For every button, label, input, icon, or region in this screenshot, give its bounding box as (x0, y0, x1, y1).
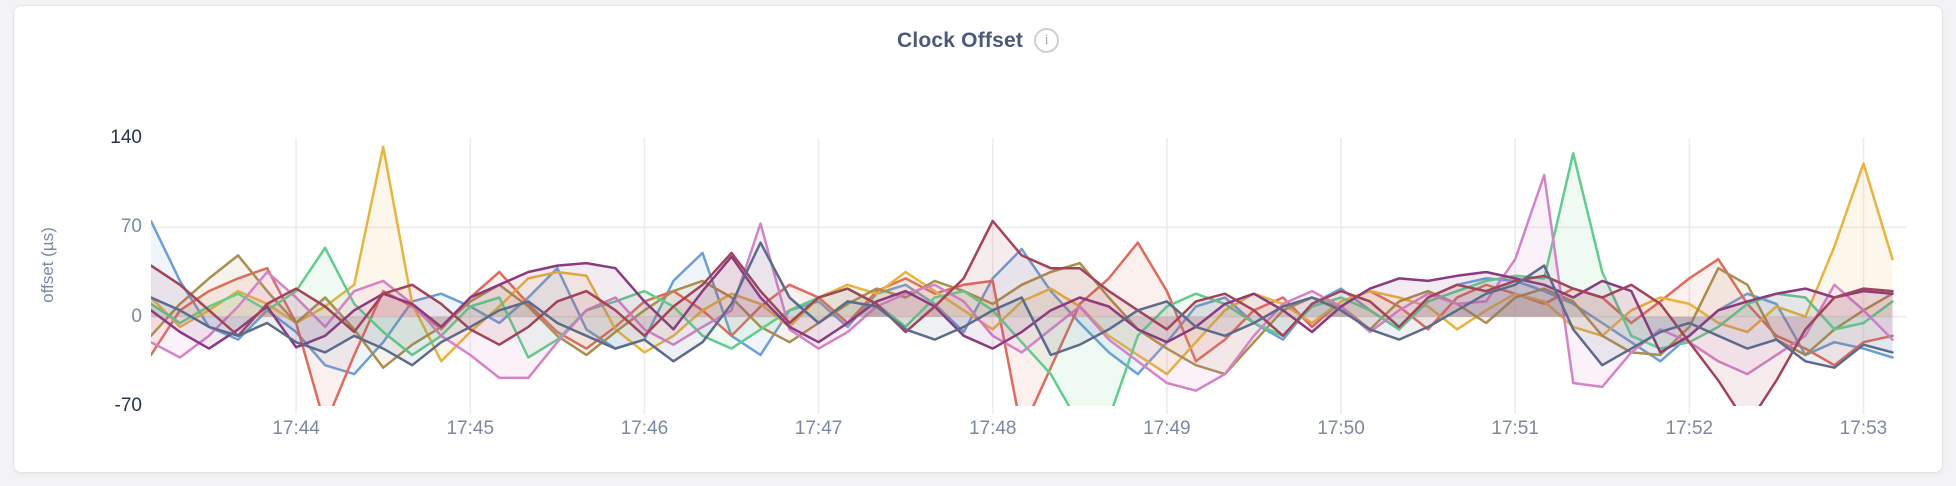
chart-title: Clock Offset (896, 28, 1024, 52)
chart-header: Clock Offset i (14, 28, 1942, 53)
x-tick-label: 17:44 (272, 418, 320, 439)
series-4-area (151, 255, 1893, 375)
plot-area[interactable] (151, 138, 1907, 414)
x-tick-label: 17:49 (1143, 418, 1191, 439)
x-tick-label: 17:50 (1317, 418, 1365, 439)
series-lines (151, 145, 1894, 414)
series-8-area (151, 221, 1893, 406)
clock-offset-chart[interactable] (151, 138, 1907, 414)
x-tick-label: 17:51 (1491, 418, 1539, 439)
series-2-area (151, 242, 1893, 406)
clock-offset-panel: Clock Offset i offset (µs) 140 70 0 -70 17:… (13, 5, 1943, 473)
gridlines (151, 138, 1907, 414)
x-tick-label: 17:52 (1665, 418, 1714, 439)
series-8-line[interactable] (151, 219, 1894, 414)
y-tick-label: 70 (120, 216, 142, 238)
series-9-line[interactable] (151, 241, 1894, 369)
series-6-area (151, 175, 1893, 391)
x-tick-label: 17:47 (794, 418, 843, 439)
series-3-area (151, 146, 1893, 375)
series-1-line[interactable] (151, 219, 1894, 376)
series-9-area (151, 242, 1893, 368)
x-tick-label: 17:45 (446, 418, 495, 439)
y-tick-label: -70 (114, 395, 142, 416)
info-icon[interactable]: i (1034, 28, 1060, 53)
x-tick-label: 17:48 (968, 418, 1017, 439)
series-6-line[interactable] (151, 173, 1894, 392)
x-tick-label: 17:46 (620, 418, 669, 439)
y-tick-label: 140 (110, 127, 142, 148)
series-7-line[interactable] (151, 255, 1894, 354)
series-7-area (151, 256, 1893, 353)
y-tick-label: 0 (131, 305, 142, 327)
x-tick-label: 17:53 (1839, 418, 1888, 439)
